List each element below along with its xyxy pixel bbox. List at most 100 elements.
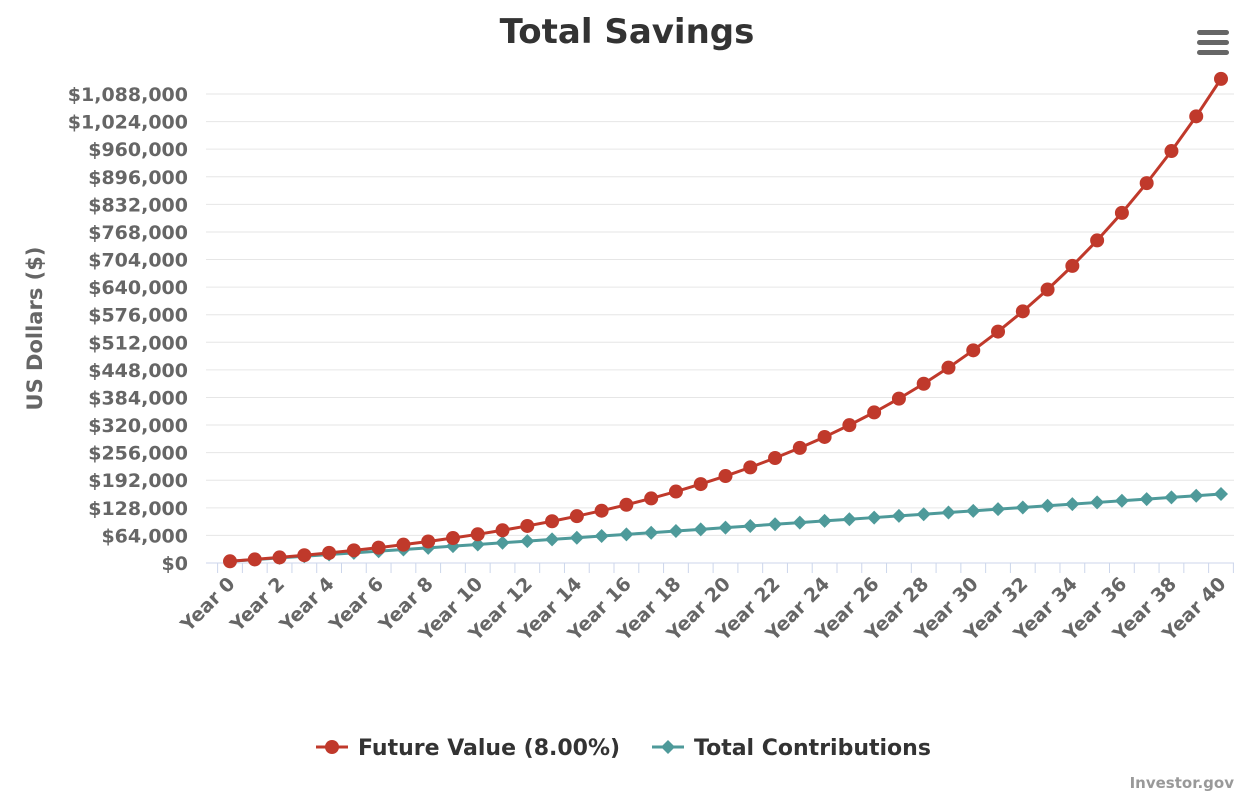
data-point <box>495 535 510 550</box>
data-point <box>644 525 659 540</box>
data-point <box>1164 144 1179 159</box>
legend-item-label[interactable]: Future Value (8.00%) <box>358 736 620 761</box>
data-point <box>470 527 485 542</box>
y-tick-label: $960,000 <box>88 139 188 161</box>
data-point <box>569 509 584 524</box>
data-point <box>569 530 584 545</box>
data-point <box>1189 488 1204 503</box>
data-point <box>768 451 783 466</box>
y-tick-label: $64,000 <box>101 525 188 547</box>
data-point <box>718 520 733 535</box>
legend-marker <box>325 740 339 754</box>
data-point <box>1139 492 1154 507</box>
data-point <box>842 512 857 527</box>
y-tick-label: $512,000 <box>88 332 188 354</box>
data-point <box>743 518 758 533</box>
y-tick-label: $0 <box>162 553 188 575</box>
data-point <box>272 550 287 565</box>
data-point <box>1139 176 1154 191</box>
credits-link[interactable]: Investor.gov <box>1129 774 1234 792</box>
data-point <box>1214 487 1228 502</box>
hamburger-menu-icon[interactable] <box>1193 25 1233 61</box>
legend-item-label[interactable]: Total Contributions <box>694 736 931 761</box>
data-point <box>941 360 956 375</box>
data-point <box>495 523 510 538</box>
data-point <box>545 532 560 547</box>
chart-title: Total Savings <box>499 12 755 52</box>
data-point <box>693 477 708 492</box>
data-point <box>1040 498 1055 513</box>
y-tick-label: $1,024,000 <box>68 112 188 134</box>
data-point <box>520 518 535 533</box>
data-point <box>619 527 634 542</box>
data-point <box>768 517 783 532</box>
data-point <box>668 484 683 499</box>
data-point <box>594 529 609 544</box>
data-point <box>966 503 981 518</box>
data-point <box>1015 304 1030 319</box>
data-point <box>470 537 485 552</box>
y-tick-label: $384,000 <box>88 387 188 409</box>
data-point <box>1090 233 1105 248</box>
data-point <box>247 552 262 567</box>
y-tick-label: $1,088,000 <box>68 84 188 106</box>
data-point <box>916 507 931 522</box>
data-point <box>346 543 361 558</box>
data-point <box>445 531 460 546</box>
data-point <box>1065 497 1080 512</box>
y-tick-label: $896,000 <box>88 167 188 189</box>
y-tick-label: $128,000 <box>88 498 188 520</box>
data-point <box>891 508 906 523</box>
y-tick-label: $576,000 <box>88 305 188 327</box>
data-point <box>520 534 535 549</box>
data-point <box>817 513 832 528</box>
data-point <box>792 440 807 455</box>
data-point <box>1164 490 1179 505</box>
x-tick-label: Year 2 <box>225 573 289 637</box>
data-point <box>718 469 733 484</box>
data-point <box>916 376 931 391</box>
data-point <box>743 460 758 475</box>
data-point <box>941 505 956 520</box>
data-point <box>1114 205 1129 220</box>
data-point <box>396 537 411 552</box>
data-point <box>891 391 906 406</box>
data-point <box>1015 500 1030 515</box>
data-point <box>371 540 386 555</box>
data-point <box>322 545 337 560</box>
y-tick-label: $256,000 <box>88 443 188 465</box>
series-line <box>229 78 1223 563</box>
data-point <box>792 515 807 530</box>
data-point <box>842 418 857 433</box>
y-axis-title: US Dollars ($) <box>23 247 47 411</box>
data-point <box>1114 493 1129 508</box>
data-point <box>619 497 634 512</box>
data-point <box>1214 71 1228 86</box>
data-point <box>991 502 1006 517</box>
y-tick-label: $192,000 <box>88 470 188 492</box>
data-point <box>1040 282 1055 297</box>
x-tick-label: Year 4 <box>275 573 339 637</box>
data-point <box>545 514 560 529</box>
x-tick-label: Year 0 <box>176 573 240 637</box>
data-point <box>644 491 659 506</box>
data-point <box>991 324 1006 339</box>
data-point <box>594 503 609 518</box>
data-point <box>1189 109 1204 124</box>
data-point <box>867 510 882 525</box>
y-tick-label: $704,000 <box>88 250 188 272</box>
data-point <box>1090 495 1105 510</box>
x-tick-label: Year 6 <box>325 573 389 637</box>
data-point <box>668 524 683 539</box>
data-point <box>421 534 436 549</box>
data-point <box>1065 258 1080 273</box>
y-tick-label: $832,000 <box>88 194 188 216</box>
data-point <box>297 548 312 563</box>
legend-marker <box>661 740 675 754</box>
data-point <box>817 429 832 444</box>
data-point <box>223 554 237 569</box>
data-point <box>966 343 981 358</box>
data-point <box>867 405 882 420</box>
data-point <box>693 522 708 537</box>
